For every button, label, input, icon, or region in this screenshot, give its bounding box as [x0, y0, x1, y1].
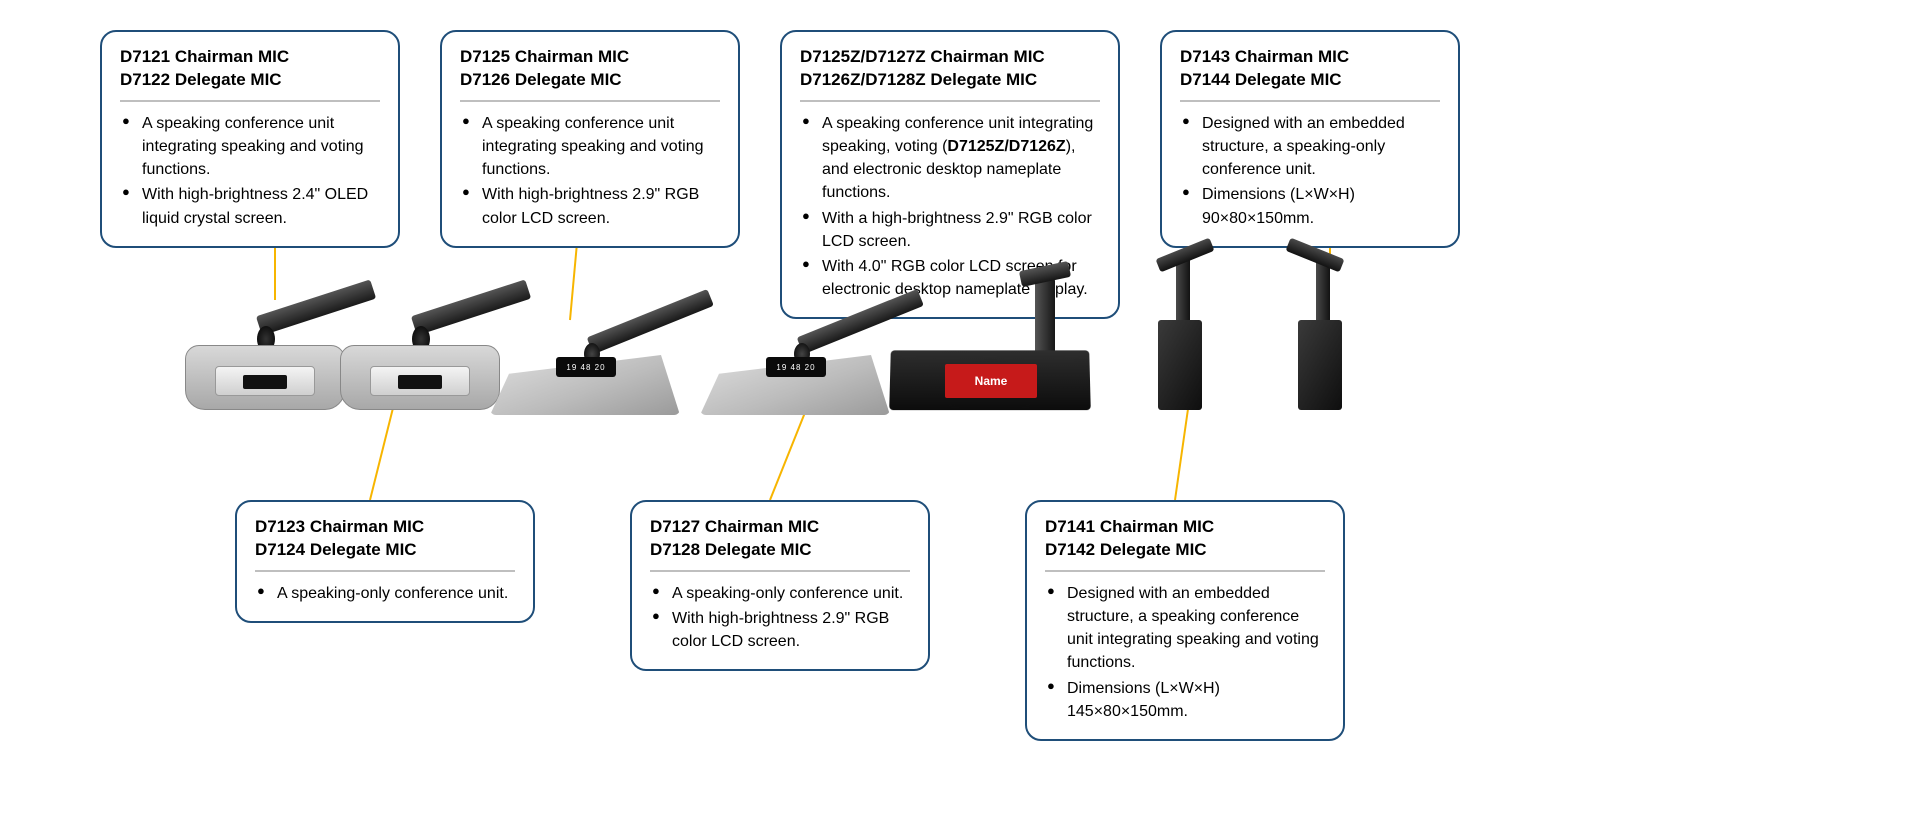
callout-d7121: D7121 Chairman MIC D7122 Delegate MIC A … [100, 30, 400, 248]
callout-title: D7142 Delegate MIC [1045, 539, 1325, 562]
bullet: Dimensions (L×W×H) 145×80×150mm. [1045, 677, 1325, 723]
bullet: A speaking conference unit integrating s… [120, 112, 380, 182]
bullet: With high-brightness 2.9" RGB color LCD … [460, 183, 720, 229]
bullet: A speaking-only conference unit. [255, 582, 515, 605]
callout-title: D7127 Chairman MIC [650, 516, 910, 539]
callout-title: D7126Z/D7128Z Delegate MIC [800, 69, 1100, 92]
bullet: With high-brightness 2.4" OLED liquid cr… [120, 183, 380, 229]
bullet: Designed with an embedded structure, a s… [1045, 582, 1325, 675]
bullet: A speaking conference unit integrating s… [460, 112, 720, 182]
callout-title: D7125Z/D7127Z Chairman MIC [800, 46, 1100, 69]
callout-title: D7141 Chairman MIC [1045, 516, 1325, 539]
callout-title: D7128 Delegate MIC [650, 539, 910, 562]
callout-d7125: D7125 Chairman MIC D7126 Delegate MIC A … [440, 30, 740, 248]
callout-title: D7126 Delegate MIC [460, 69, 720, 92]
product-d7141 [1140, 225, 1220, 410]
product-d7123 [340, 245, 500, 410]
callout-title: D7121 Chairman MIC [120, 46, 380, 69]
callout-d7123: D7123 Chairman MIC D7124 Delegate MIC A … [235, 500, 535, 623]
callout-title: D7123 Chairman MIC [255, 516, 515, 539]
product-d7125z: Name [890, 260, 1100, 410]
product-d7125: 19 48 20 [490, 250, 680, 415]
product-d7143 [1280, 225, 1360, 410]
callout-d7127: D7127 Chairman MIC D7128 Delegate MIC A … [630, 500, 930, 671]
product-d7121 [185, 245, 345, 410]
bullet: With high-brightness 2.9" RGB color LCD … [650, 607, 910, 653]
callout-title: D7143 Chairman MIC [1180, 46, 1440, 69]
product-d7127: 19 48 20 [700, 250, 890, 415]
callout-title: D7144 Delegate MIC [1180, 69, 1440, 92]
bullet: With a high-brightness 2.9" RGB color LC… [800, 207, 1100, 253]
bullet: Dimensions (L×W×H) 90×80×150mm. [1180, 183, 1440, 229]
bullet: A speaking-only conference unit. [650, 582, 910, 605]
callout-d7141: D7141 Chairman MIC D7142 Delegate MIC De… [1025, 500, 1345, 741]
bullet: A speaking conference unit integrating s… [800, 112, 1100, 205]
callout-title: D7124 Delegate MIC [255, 539, 515, 562]
callout-d7143: D7143 Chairman MIC D7144 Delegate MIC De… [1160, 30, 1460, 248]
callout-title: D7125 Chairman MIC [460, 46, 720, 69]
bullet: Designed with an embedded structure, a s… [1180, 112, 1440, 182]
callout-title: D7122 Delegate MIC [120, 69, 380, 92]
